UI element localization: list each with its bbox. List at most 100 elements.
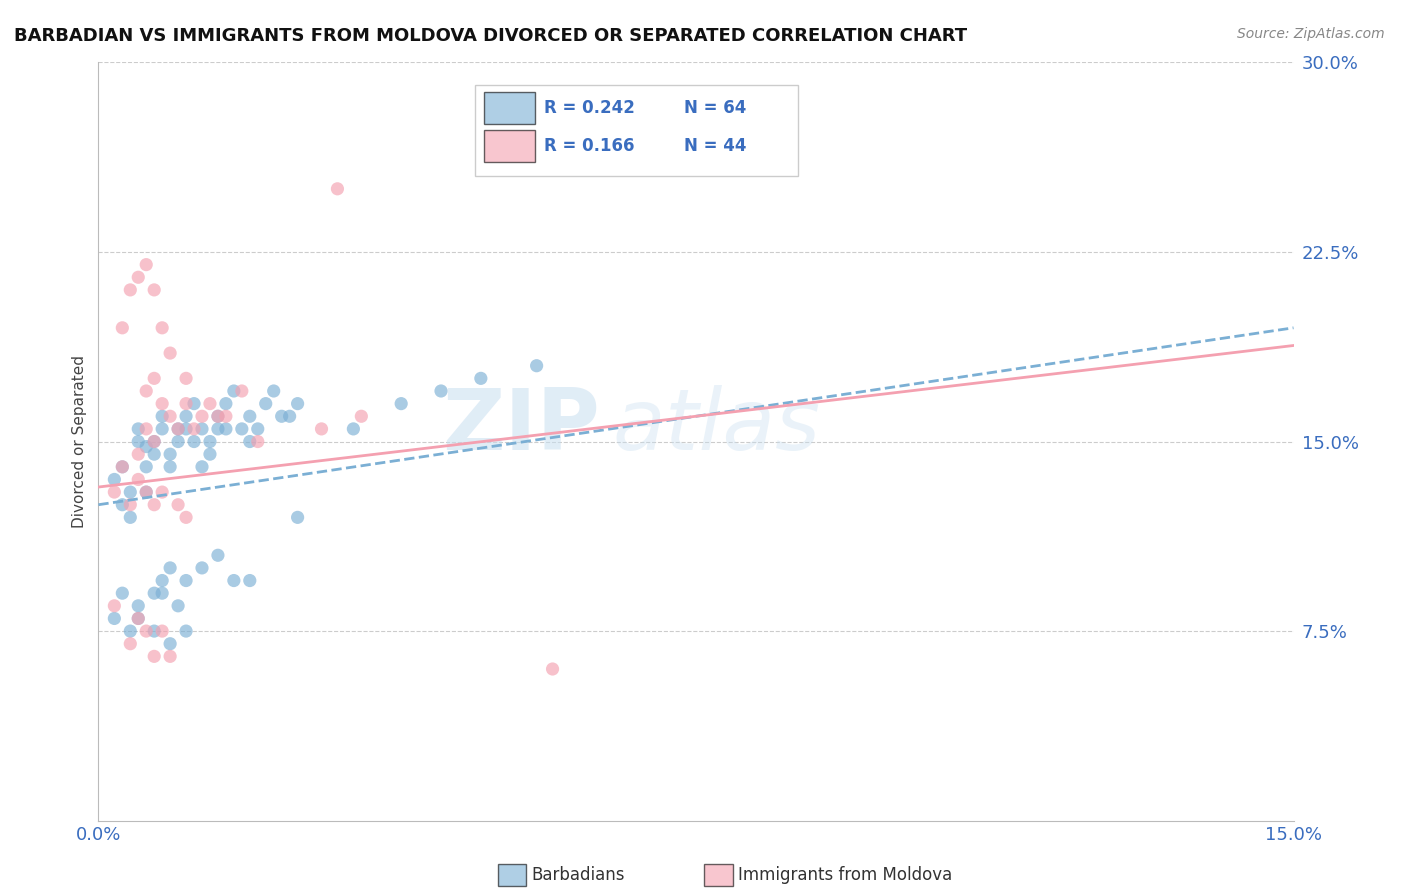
Text: N = 44: N = 44 [685, 136, 747, 155]
Point [135, 485, 157, 500]
Point [150, 396, 173, 410]
Point [246, 422, 269, 436]
Point [143, 447, 166, 461]
Point [135, 384, 157, 398]
Point [143, 624, 166, 639]
Point [207, 548, 229, 563]
Point [143, 283, 166, 297]
Point [120, 510, 142, 524]
Point [167, 498, 190, 512]
Point [526, 359, 548, 373]
Point [143, 371, 166, 385]
Point [246, 434, 269, 449]
Point [111, 586, 134, 600]
Point [174, 574, 197, 588]
Text: R = 0.242: R = 0.242 [544, 99, 636, 117]
Point [120, 637, 142, 651]
Point [127, 422, 149, 436]
Point [174, 371, 197, 385]
Point [231, 384, 253, 398]
Point [159, 637, 181, 651]
Point [270, 409, 292, 424]
Point [150, 409, 173, 424]
Point [127, 473, 149, 487]
Point [342, 422, 364, 436]
Point [278, 409, 301, 424]
Point [120, 283, 142, 297]
Point [159, 409, 181, 424]
Point [150, 320, 173, 334]
Point [430, 384, 453, 398]
Point [350, 409, 373, 424]
Point [135, 485, 157, 500]
Text: Immigrants from Moldova: Immigrants from Moldova [738, 866, 952, 884]
Text: BARBADIAN VS IMMIGRANTS FROM MOLDOVA DIVORCED OR SEPARATED CORRELATION CHART: BARBADIAN VS IMMIGRANTS FROM MOLDOVA DIV… [14, 27, 967, 45]
Text: Barbadians: Barbadians [531, 866, 626, 884]
Text: Source: ZipAtlas.com: Source: ZipAtlas.com [1237, 27, 1385, 41]
Point [111, 459, 134, 474]
Point [120, 624, 142, 639]
Text: ZIP: ZIP [443, 384, 600, 468]
Point [263, 384, 285, 398]
Point [183, 434, 205, 449]
Point [207, 409, 229, 424]
Point [389, 396, 412, 410]
Point [127, 599, 149, 613]
Point [215, 422, 238, 436]
Point [541, 662, 564, 676]
Point [103, 599, 125, 613]
Point [111, 498, 134, 512]
Point [143, 434, 166, 449]
Point [222, 384, 245, 398]
Point [174, 510, 197, 524]
Point [120, 485, 142, 500]
Point [127, 611, 149, 625]
Point [239, 434, 262, 449]
Point [159, 561, 181, 575]
Point [198, 434, 221, 449]
Point [174, 624, 197, 639]
Point [183, 396, 205, 410]
Point [127, 611, 149, 625]
Point [239, 574, 262, 588]
Point [103, 485, 125, 500]
Point [150, 586, 173, 600]
Point [167, 434, 190, 449]
Point [143, 649, 166, 664]
Point [207, 409, 229, 424]
Point [111, 459, 134, 474]
Point [111, 320, 134, 334]
Point [159, 346, 181, 360]
Point [254, 396, 277, 410]
FancyBboxPatch shape [485, 130, 534, 161]
Point [167, 599, 190, 613]
Point [127, 270, 149, 285]
Point [198, 447, 221, 461]
Point [103, 611, 125, 625]
Point [287, 510, 309, 524]
Point [231, 422, 253, 436]
Point [143, 498, 166, 512]
Point [143, 434, 166, 449]
FancyBboxPatch shape [475, 85, 797, 177]
Point [120, 498, 142, 512]
Point [191, 409, 214, 424]
Point [135, 459, 157, 474]
Point [311, 422, 333, 436]
Y-axis label: Divorced or Separated: Divorced or Separated [72, 355, 87, 528]
Point [239, 409, 262, 424]
Point [127, 434, 149, 449]
Point [215, 396, 238, 410]
Point [191, 422, 214, 436]
Point [174, 409, 197, 424]
Point [150, 422, 173, 436]
Point [174, 422, 197, 436]
Point [135, 422, 157, 436]
Point [167, 422, 190, 436]
Point [135, 624, 157, 639]
Point [159, 649, 181, 664]
Point [150, 624, 173, 639]
Text: atlas: atlas [613, 384, 820, 468]
Text: N = 64: N = 64 [685, 99, 747, 117]
Point [159, 447, 181, 461]
